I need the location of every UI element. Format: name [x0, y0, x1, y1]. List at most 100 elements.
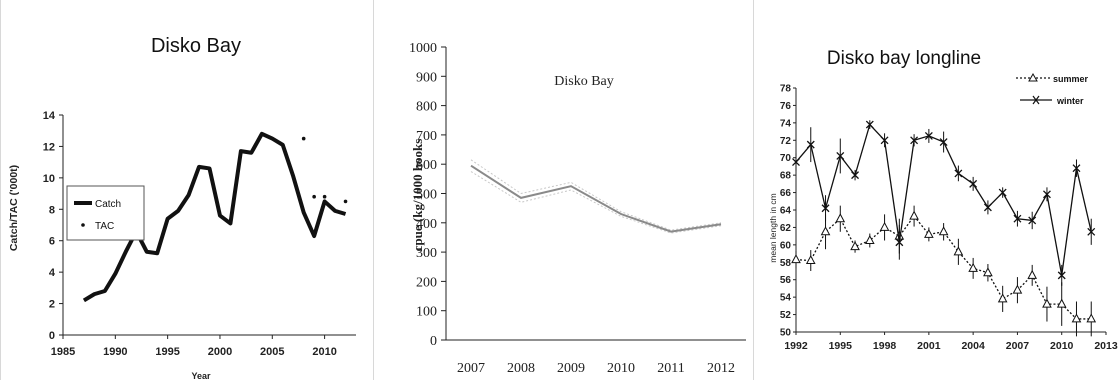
chart-title: Disko bay longline: [827, 48, 981, 69]
legend: Catch TAC: [66, 185, 145, 241]
winter-point: [880, 136, 889, 145]
summer-point: [983, 267, 993, 277]
y-tick-label: 0: [49, 330, 55, 342]
x-tick-label: 2008: [507, 361, 535, 376]
y-tick-label: 14: [43, 110, 56, 122]
y-tick-label: 70: [780, 153, 792, 164]
winter-point: [910, 136, 919, 145]
y-tick-label: 56: [780, 275, 792, 286]
summer-point: [968, 262, 978, 272]
x-tick-label: 1985: [51, 346, 75, 358]
catch-chart: Disko Bay Catch/TAC ('000t) Year 0 2 4 6 8 10…: [8, 35, 356, 380]
winter-point: [969, 179, 978, 188]
y-tick-label: 64: [780, 206, 792, 217]
summer-point: [1071, 313, 1082, 323]
series-catch-line: [82, 131, 347, 303]
y-tick-label: 1000: [409, 41, 437, 56]
x-tick-label: 2001: [917, 340, 941, 352]
summer-point: [997, 293, 1008, 303]
winter-point: [1013, 214, 1022, 223]
lower-bound-line: [470, 171, 722, 234]
x-tick-label: 2007: [1006, 340, 1030, 352]
summer-point: [924, 228, 934, 238]
legend-winter-label: winter: [1056, 96, 1084, 106]
x-tick-label: 2012: [707, 361, 735, 376]
winter-point: [983, 203, 992, 212]
chart-panel-length: Disko bay longline mean length in cm 50 5…: [754, 0, 1118, 380]
winter-point: [924, 131, 933, 140]
y-tick-label: 54: [780, 293, 792, 304]
x-tick-label: 2010: [607, 361, 635, 376]
legend-summer-marker: [1028, 72, 1038, 82]
y-tick-label: 12: [43, 141, 55, 153]
y-tick-label: 8: [49, 204, 55, 216]
plot-marks: [82, 131, 348, 303]
summer-point: [1042, 298, 1052, 308]
winter-point: [895, 238, 904, 247]
chart-title: Disko Bay: [151, 35, 241, 57]
winter-point: [1087, 227, 1096, 236]
summer-point: [805, 254, 816, 265]
x-tick-label: 2009: [557, 361, 585, 376]
y-tick-label: 2: [49, 299, 55, 311]
x-tick-label: 2004: [961, 340, 985, 352]
summer-point: [850, 241, 860, 251]
tick-labels: 0 2 4 6 8 10 12 14 1985 1990 1995 2000 2005 2010: [43, 110, 337, 358]
x-axis-label: Year: [191, 371, 211, 380]
x-tick-label: 2007: [457, 361, 485, 376]
summer-point: [953, 246, 964, 256]
y-tick-label: 72: [780, 136, 792, 147]
y-tick-label: 10: [43, 173, 55, 185]
winter-point: [954, 169, 963, 178]
y-axis-label: cpue (kg/1000 hooks: [410, 139, 425, 252]
plot-marks: [470, 159, 722, 234]
axes: [441, 46, 746, 341]
summer-point: [1056, 298, 1067, 308]
y-tick-label: 500: [416, 188, 437, 203]
y-tick-label: 600: [416, 158, 437, 173]
x-tick-label: 2000: [208, 346, 232, 358]
y-tick-label: 68: [780, 171, 792, 182]
summer-point: [938, 226, 949, 236]
legend-tac-label: TAC: [95, 221, 114, 232]
length-chart: Disko bay longline mean length in cm 505…: [768, 48, 1118, 353]
legend-summer-label: summer: [1053, 74, 1089, 84]
winter-point: [1072, 164, 1081, 173]
legend: summer winter: [1016, 72, 1089, 106]
x-tick-label: 2011: [657, 361, 684, 376]
x-tick-label: 2005: [260, 346, 284, 358]
tac-point: [312, 194, 316, 199]
y-axis-label: Catch/TAC ('000t): [8, 165, 20, 251]
x-tick-label: 1990: [103, 346, 127, 358]
summer-point: [1012, 284, 1023, 294]
y-tick-label: 58: [780, 258, 792, 269]
y-tick-label: 66: [780, 188, 792, 199]
x-tick-label: 2010: [312, 346, 336, 358]
y-tick-label: 78: [780, 84, 792, 95]
y-tick-label: 50: [780, 328, 792, 339]
y-tick-label: 76: [780, 101, 792, 112]
y-tick-label: 400: [416, 217, 437, 232]
winter-point: [939, 138, 948, 146]
tick-labels: 50 52 54 56 58 60 62 64 66 68 70 72 74 76 78 1992 1995 19…: [780, 84, 1118, 353]
upper-bound-line: [470, 159, 722, 231]
winter-point: [821, 204, 830, 213]
summer-point: [835, 213, 846, 223]
x-tick-label: 1995: [829, 340, 853, 352]
cpue-chart: Disko Bay cpue (kg/1000 hooks 0 100 200 300…: [409, 41, 746, 376]
y-tick-label: 800: [416, 100, 437, 115]
tick-labels: 0 100 200 300 400 500 600 700 800 900 1000 2007 2008…: [409, 41, 735, 376]
chart-title: Disko Bay: [554, 74, 614, 89]
y-tick-label: 0: [430, 334, 437, 349]
y-tick-label: 74: [780, 118, 792, 129]
x-tick-label: 1995: [155, 346, 179, 358]
x-tick-label: 2010: [1050, 340, 1074, 352]
summer-point: [1027, 269, 1038, 279]
y-tick-label: 52: [780, 310, 792, 321]
cpue-line: [470, 164, 722, 233]
plot-marks: [791, 120, 1097, 337]
summer-point: [909, 210, 919, 220]
tac-point: [322, 194, 327, 199]
axes: [793, 87, 1107, 335]
tac-point: [301, 136, 306, 141]
